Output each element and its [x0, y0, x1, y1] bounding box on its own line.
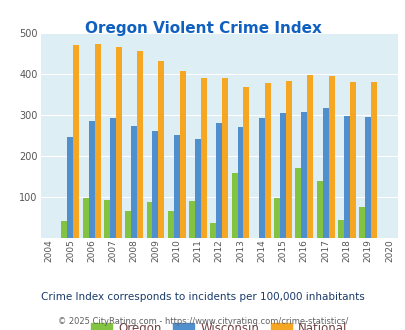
- Bar: [273, 198, 279, 238]
- Bar: [237, 127, 243, 238]
- Text: Oregon Violent Crime Index: Oregon Violent Crime Index: [84, 21, 321, 36]
- Bar: [158, 61, 164, 238]
- Bar: [210, 223, 216, 238]
- Bar: [328, 76, 334, 238]
- Bar: [222, 79, 228, 238]
- Bar: [307, 75, 313, 238]
- Bar: [88, 121, 94, 238]
- Bar: [316, 181, 322, 238]
- Bar: [173, 135, 179, 238]
- Bar: [279, 113, 285, 238]
- Bar: [322, 108, 328, 238]
- Bar: [189, 201, 194, 238]
- Bar: [301, 113, 307, 238]
- Bar: [349, 82, 355, 238]
- Bar: [243, 87, 249, 238]
- Bar: [146, 202, 152, 238]
- Bar: [370, 82, 376, 238]
- Bar: [216, 123, 222, 238]
- Bar: [231, 173, 237, 238]
- Bar: [152, 131, 158, 238]
- Legend: Oregon, Wisconsin, National: Oregon, Wisconsin, National: [86, 317, 352, 330]
- Bar: [179, 72, 185, 238]
- Bar: [110, 118, 115, 238]
- Text: © 2025 CityRating.com - https://www.cityrating.com/crime-statistics/: © 2025 CityRating.com - https://www.city…: [58, 317, 347, 326]
- Bar: [343, 115, 349, 238]
- Bar: [167, 212, 173, 238]
- Bar: [115, 47, 122, 238]
- Bar: [131, 126, 137, 238]
- Text: Crime Index corresponds to incidents per 100,000 inhabitants: Crime Index corresponds to incidents per…: [41, 292, 364, 302]
- Bar: [295, 168, 301, 238]
- Bar: [94, 44, 100, 238]
- Bar: [285, 81, 291, 238]
- Bar: [83, 198, 88, 238]
- Bar: [194, 139, 200, 238]
- Bar: [258, 118, 264, 238]
- Bar: [337, 220, 343, 238]
- Bar: [73, 45, 79, 238]
- Bar: [364, 117, 370, 238]
- Bar: [104, 200, 110, 238]
- Bar: [264, 83, 270, 238]
- Bar: [61, 221, 67, 238]
- Bar: [137, 51, 143, 238]
- Bar: [67, 137, 73, 238]
- Bar: [125, 211, 131, 238]
- Bar: [358, 207, 364, 238]
- Bar: [200, 79, 207, 238]
